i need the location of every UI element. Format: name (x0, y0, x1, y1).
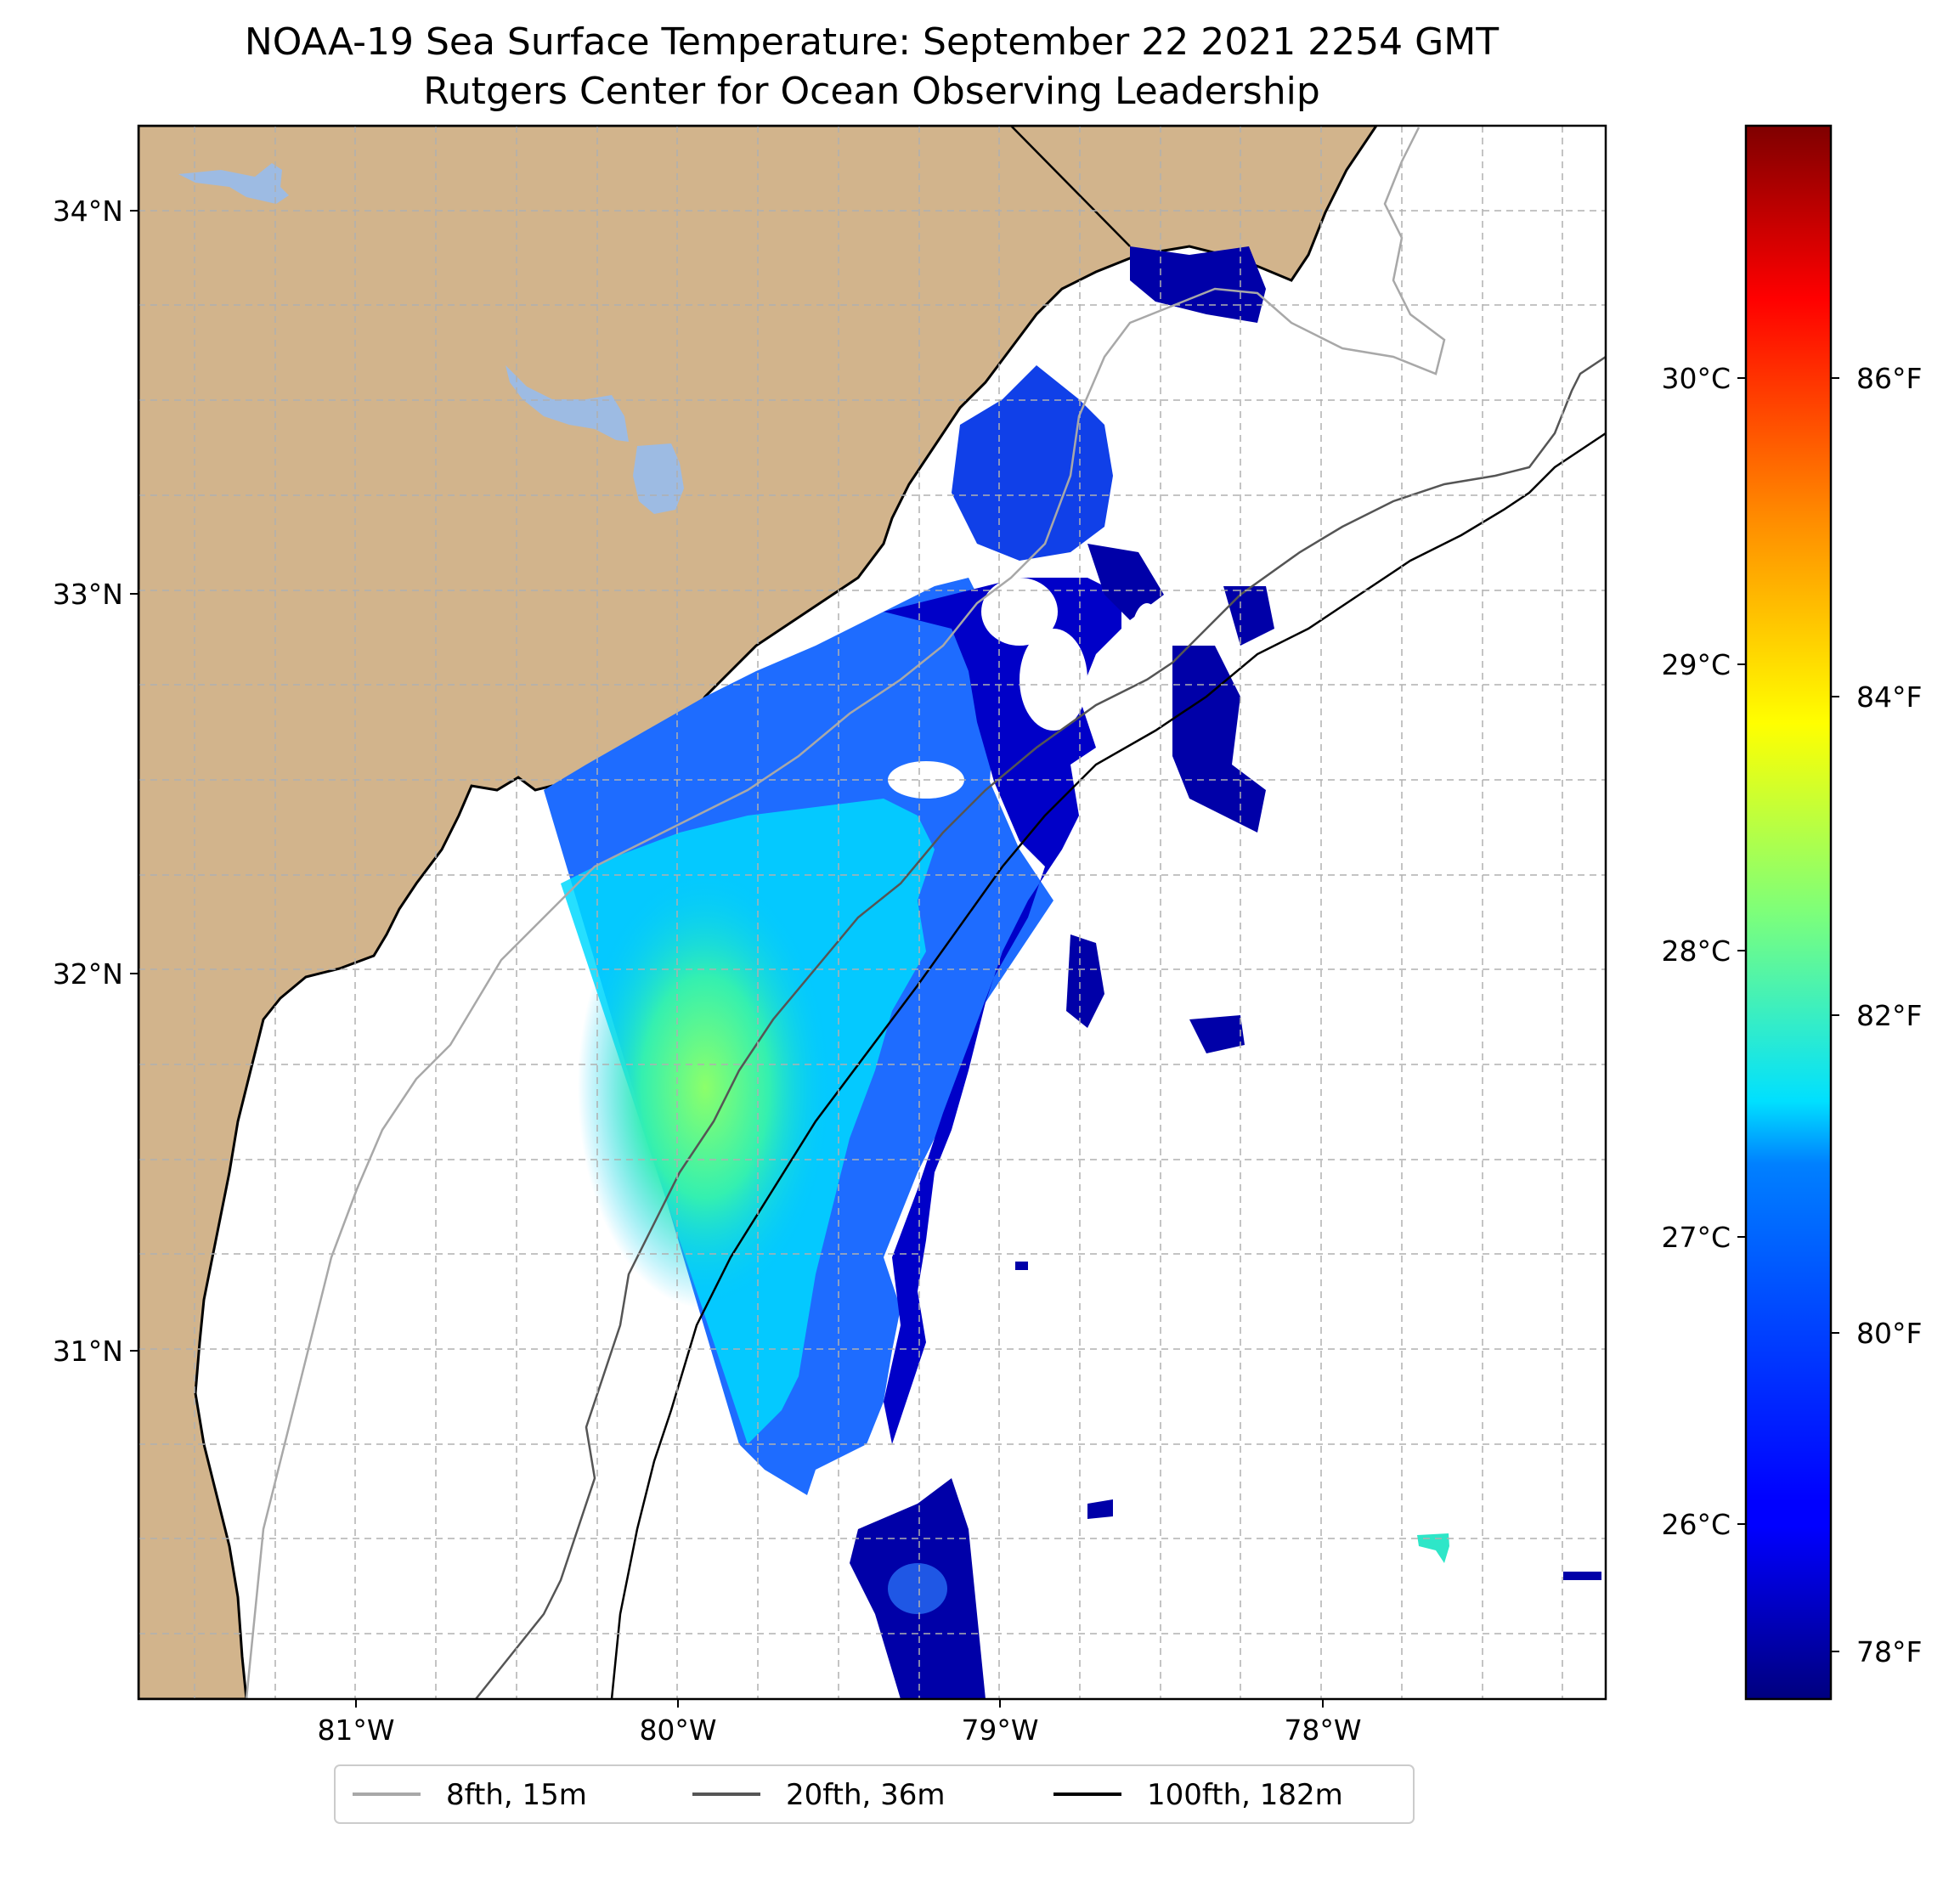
map-frame (137, 124, 1607, 1701)
colorbar-f-tick-80: 80°F (1856, 1317, 1922, 1350)
sst-cold-edge (884, 578, 1121, 1444)
lake-moultrie (506, 365, 629, 442)
sst-cloud-patch-8 (1087, 1499, 1113, 1519)
colorbar-gradient (1744, 124, 1833, 1701)
sst-cloud-patch-10 (1015, 1262, 1028, 1270)
sst-cloud-patch-4 (1223, 586, 1274, 646)
colorbar-c-tick-28: 28°C (1661, 934, 1731, 968)
map-area (138, 126, 1606, 1699)
sst-cloud-patch-3 (1172, 646, 1266, 833)
contour-8fth (245, 127, 1446, 1699)
axis-ticks (130, 210, 1324, 1708)
lon-tick-79: 79°W (961, 1713, 1038, 1747)
colorbar-c-tick-27: 27°C (1661, 1221, 1731, 1254)
colorbar-f-tick-84: 84°F (1856, 680, 1922, 714)
contour-100fth (610, 432, 1606, 1699)
colorbar-c-tick-29: 29°C (1661, 648, 1731, 681)
lat-tick-32: 32°N (53, 957, 123, 991)
contour-legend: 8fth, 15m 20fth, 36m 100fth, 182m (334, 1764, 1415, 1824)
colorbar-f-tick-82: 82°F (1856, 999, 1922, 1032)
sst-cloud-patch-2 (1087, 544, 1164, 620)
colorbar: 30°C 29°C 28°C 27°C 26°C 86°F 84°F 82°F … (1661, 124, 1922, 1701)
legend-label-8fth: 8fth, 15m (446, 1778, 587, 1812)
sst-swath-gap-3 (1130, 603, 1164, 688)
colorbar-c-tick-26: 26°C (1661, 1508, 1731, 1541)
lake-marion (633, 443, 684, 514)
sst-cloud-patch-9 (1563, 1572, 1601, 1580)
sst-swath-gap-2 (1020, 629, 1087, 731)
legend-label-100fth: 100fth, 182m (1147, 1778, 1343, 1812)
lake-upper (178, 163, 289, 204)
sst-cold-north (952, 365, 1113, 561)
lon-tick-80: 80°W (639, 1713, 716, 1747)
lon-tick-81: 81°W (317, 1713, 394, 1747)
sst-swath-gap-1 (981, 578, 1058, 646)
title-line-1: NOAA-19 Sea Surface Temperature: Septemb… (245, 20, 1499, 64)
sst-warm-core (578, 867, 833, 1308)
sst-cloud-patch-6 (1066, 934, 1104, 1028)
colorbar-c-tick-30: 30°C (1661, 362, 1731, 395)
graticule (138, 126, 1606, 1699)
title-line-2: Rutgers Center for Ocean Observing Leade… (423, 70, 1320, 113)
state-border (1010, 126, 1131, 247)
sst-small-warm-spot (1417, 1533, 1449, 1563)
legend-box (334, 1764, 1415, 1824)
lat-tick-33: 33°N (53, 578, 123, 611)
lon-tick-78: 78°W (1284, 1713, 1361, 1747)
sst-cloud-patch-5 (1189, 1015, 1245, 1053)
sst-south-light-patch (888, 1563, 947, 1614)
contour-20fth (475, 355, 1606, 1699)
lat-tick-34: 34°N (53, 195, 123, 228)
colorbar-f-tick-78: 78°F (1856, 1635, 1922, 1668)
legend-label-20fth: 20fth, 36m (786, 1778, 946, 1812)
sst-cloud-patch-1 (1130, 246, 1266, 323)
lat-tick-31: 31°N (53, 1335, 123, 1368)
colorbar-f-tick-86: 86°F (1856, 362, 1922, 395)
